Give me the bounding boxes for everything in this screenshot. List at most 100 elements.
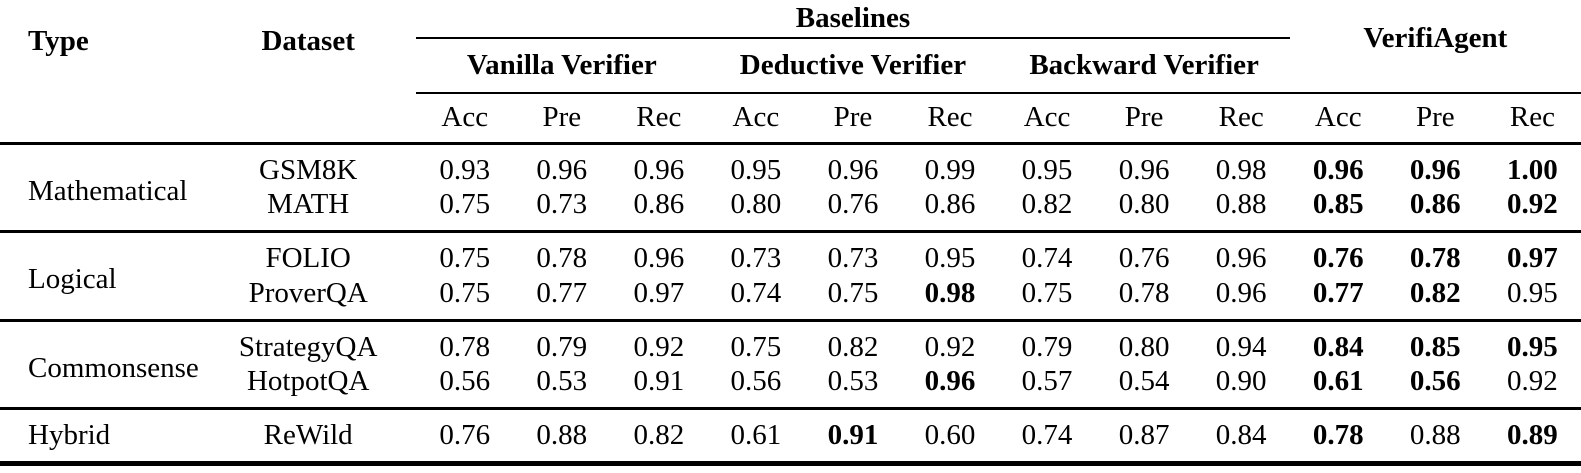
- value-cell: 0.96: [1215, 242, 1267, 275]
- value-cell: 0.77: [1312, 276, 1364, 309]
- value-cell: 0.74: [1021, 419, 1073, 452]
- metric-header: Acc: [1023, 101, 1071, 134]
- value-cell: 0.88: [1409, 419, 1461, 452]
- value-cell: 0.85: [1312, 188, 1364, 221]
- type-cell: Hybrid: [28, 419, 111, 452]
- value-cell: 0.82: [633, 419, 685, 452]
- value-cell: 0.75: [730, 330, 782, 363]
- value-cell: 0.56: [730, 365, 782, 398]
- value-cell: 0.74: [730, 276, 782, 309]
- col-group-verifiagent: VerifiAgent: [1289, 0, 1581, 94]
- value-cell: 0.97: [633, 276, 685, 309]
- metric-header: Pre: [542, 101, 582, 134]
- value-cell: 1.00: [1507, 153, 1558, 186]
- value-cell: 0.96: [1118, 153, 1170, 186]
- value-cell: 0.78: [439, 330, 491, 363]
- value-cell: 0.60: [924, 419, 976, 452]
- dataset-cell: StrategyQA: [238, 330, 378, 363]
- value-cell: 0.84: [1215, 419, 1267, 452]
- value-cell: 0.92: [1507, 188, 1558, 221]
- table-header: Type Dataset Baselines VerifiAgent Vanil…: [0, 0, 1581, 143]
- col-header-type: Type: [28, 25, 89, 57]
- value-cell: 0.95: [1507, 276, 1558, 309]
- value-cell: 0.75: [1021, 276, 1073, 309]
- value-cell: 0.88: [1215, 188, 1267, 221]
- value-cell: 0.94: [1215, 330, 1267, 363]
- section-hybrid: Hybrid ReWild 0.76 0.88 0.82 0.61 0.91 0.60 0.74…: [0, 409, 1581, 464]
- value-cell: 0.95: [924, 242, 976, 275]
- col-group-backward-verifier: Backward Verifier: [998, 38, 1290, 94]
- metric-header: Rec: [927, 101, 973, 134]
- value-cell: 0.96: [536, 153, 588, 186]
- section-mathematical: Mathematical GSM8K 0.93 0.96 0.96 0.95 0.96 0.9…: [0, 143, 1581, 232]
- type-cell: Logical: [28, 263, 117, 296]
- value-cell: 0.92: [633, 330, 685, 363]
- value-cell: 0.53: [536, 365, 588, 398]
- value-cell: 0.75: [439, 242, 491, 275]
- value-cell: 0.89: [1507, 419, 1558, 452]
- value-cell: 0.99: [924, 153, 976, 186]
- value-cell: 0.80: [1118, 188, 1170, 221]
- metric-header: Pre: [1124, 101, 1164, 134]
- dataset-cell: GSM8K: [259, 153, 358, 186]
- table-row: Logical FOLIO 0.75 0.78 0.96 0.73 0.73 0.95 0.74…: [0, 232, 1581, 295]
- value-cell: 0.79: [536, 330, 588, 363]
- value-cell: 0.73: [827, 242, 879, 275]
- table-row: HotpotQA 0.56 0.53 0.91 0.56 0.53 0.96 0.57 0.54…: [0, 364, 1581, 408]
- value-cell: 0.92: [1507, 365, 1558, 398]
- value-cell: 0.98: [924, 276, 976, 309]
- value-cell: 0.73: [730, 242, 782, 275]
- value-cell: 0.54: [1118, 365, 1170, 398]
- value-cell: 0.95: [1507, 330, 1558, 363]
- header-row-groups: Type Dataset Baselines VerifiAgent: [0, 0, 1581, 94]
- value-cell: 0.82: [1409, 276, 1461, 309]
- value-cell: 0.92: [924, 330, 976, 363]
- dataset-cell: HotpotQA: [246, 365, 370, 398]
- value-cell: 0.82: [1021, 188, 1073, 221]
- value-cell: 0.96: [1312, 153, 1364, 186]
- value-cell: 0.86: [633, 188, 685, 221]
- section-logical: Logical FOLIO 0.75 0.78 0.96 0.73 0.73 0.95 0.74…: [0, 232, 1581, 321]
- header-row-metrics: Acc Pre Rec Acc Pre Rec Acc Pre Rec Acc …: [0, 93, 1581, 143]
- metric-header: Rec: [1218, 101, 1264, 134]
- table-row: Commonsense StrategyQA 0.78 0.79 0.92 0.75 0.8…: [0, 320, 1581, 384]
- value-cell: 0.96: [633, 153, 685, 186]
- value-cell: 0.96: [1409, 153, 1461, 186]
- value-cell: 0.85: [1409, 330, 1461, 363]
- value-cell: 0.76: [1118, 242, 1170, 275]
- value-cell: 0.75: [439, 276, 491, 309]
- value-cell: 0.95: [1021, 153, 1073, 186]
- type-cell: Commonsense: [28, 352, 199, 385]
- metric-header: Rec: [636, 101, 682, 134]
- value-cell: 0.61: [1312, 365, 1364, 398]
- value-cell: 0.93: [439, 153, 491, 186]
- value-cell: 0.87: [1118, 419, 1170, 452]
- value-cell: 0.96: [1215, 276, 1267, 309]
- metric-header: Acc: [732, 101, 780, 134]
- value-cell: 0.91: [827, 419, 879, 452]
- value-cell: 0.80: [1118, 330, 1170, 363]
- value-cell: 0.98: [1215, 153, 1267, 186]
- table-row: Hybrid ReWild 0.76 0.88 0.82 0.61 0.91 0.60 0.74…: [0, 409, 1581, 464]
- value-cell: 0.61: [730, 419, 782, 452]
- table-row: MATH 0.75 0.73 0.86 0.80 0.76 0.86 0.82 0.80 0.88…: [0, 187, 1581, 231]
- type-cell: Mathematical: [28, 174, 188, 207]
- col-group-vanilla-verifier: Vanilla Verifier: [416, 38, 708, 94]
- metric-header: Acc: [1314, 101, 1362, 134]
- value-cell: 0.82: [827, 330, 879, 363]
- dataset-cell: FOLIO: [265, 242, 351, 275]
- section-commonsense: Commonsense StrategyQA 0.78 0.79 0.92 0.75 0.8…: [0, 320, 1581, 409]
- value-cell: 0.76: [1312, 242, 1364, 275]
- value-cell: 0.96: [633, 242, 685, 275]
- table-row: ProverQA 0.75 0.77 0.97 0.74 0.75 0.98 0.75 0.78…: [0, 276, 1581, 320]
- value-cell: 0.77: [536, 276, 588, 309]
- metric-header: Acc: [441, 101, 489, 134]
- metric-header: Pre: [1415, 101, 1455, 134]
- col-header-dataset: Dataset: [261, 25, 355, 57]
- value-cell: 0.78: [1118, 276, 1170, 309]
- dataset-cell: ReWild: [263, 419, 353, 452]
- value-cell: 0.78: [536, 242, 588, 275]
- dataset-cell: MATH: [267, 188, 350, 221]
- value-cell: 0.91: [633, 365, 685, 398]
- value-cell: 0.88: [536, 419, 588, 452]
